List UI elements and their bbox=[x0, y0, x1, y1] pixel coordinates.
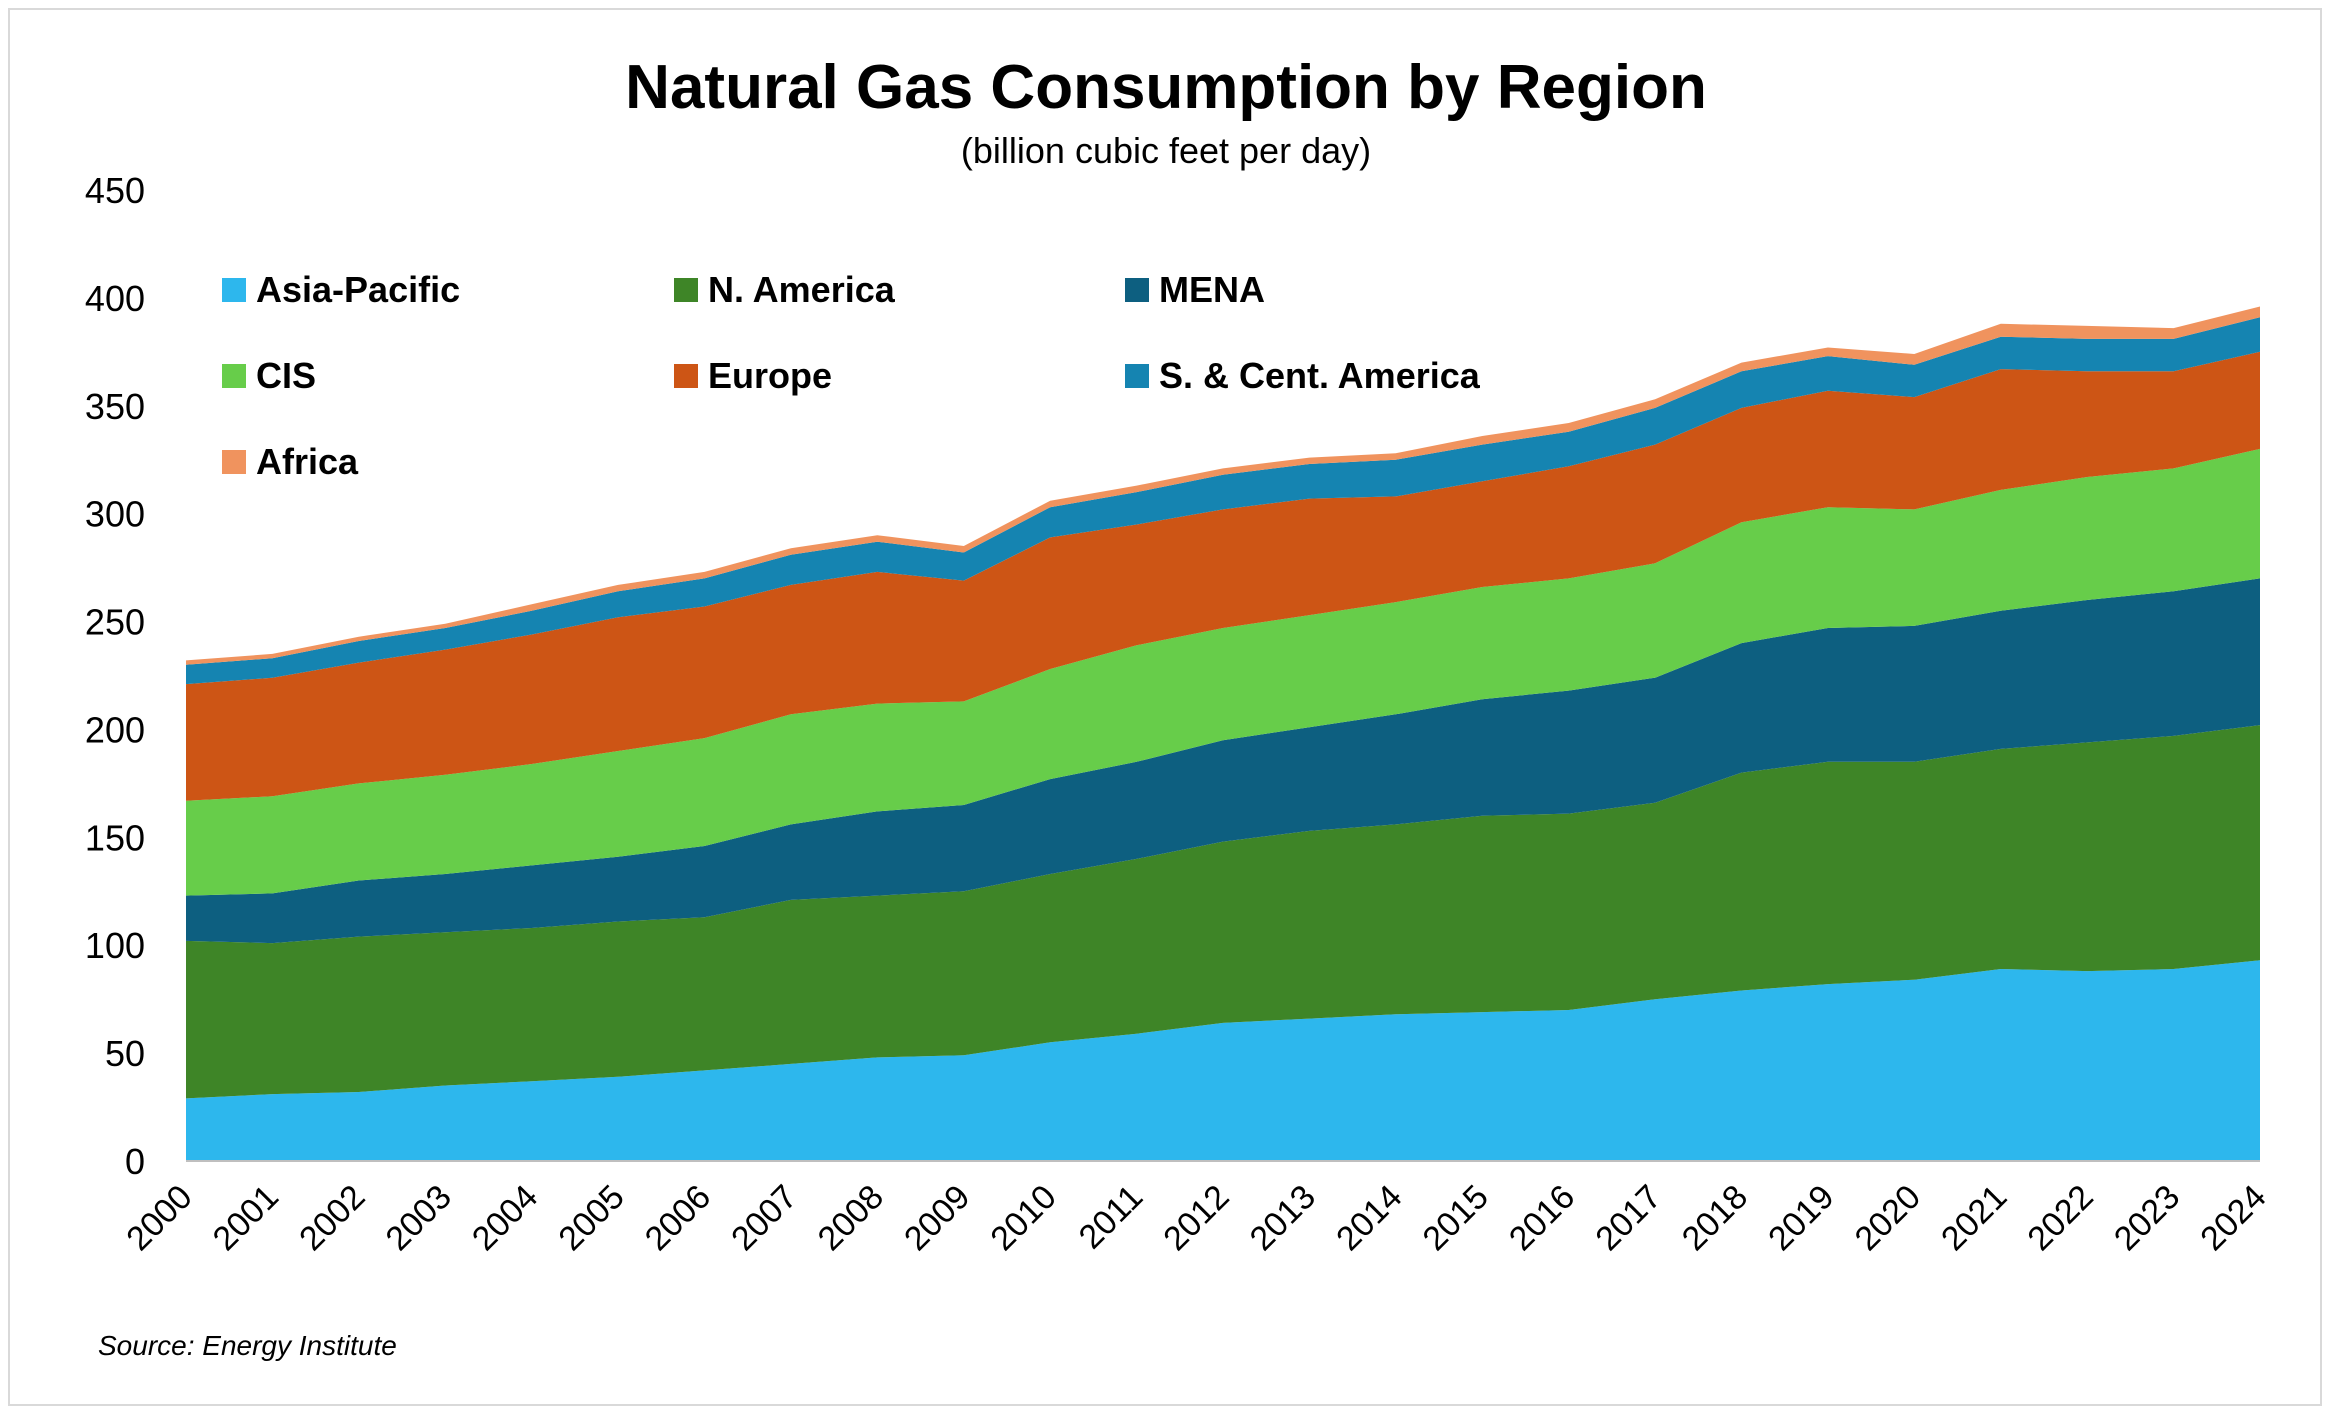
x-tick-label: 2009 bbox=[897, 1178, 977, 1258]
x-tick-label: 2002 bbox=[292, 1178, 372, 1258]
x-tick-label: 2010 bbox=[983, 1178, 1063, 1258]
y-tick-label: 250 bbox=[85, 602, 145, 643]
legend-swatch bbox=[674, 278, 698, 302]
y-tick-label: 50 bbox=[105, 1033, 145, 1074]
y-tick-label: 350 bbox=[85, 386, 145, 427]
legend-swatch bbox=[222, 450, 246, 474]
legend-item: CIS bbox=[222, 355, 317, 396]
x-tick-label: 2016 bbox=[1502, 1178, 1582, 1258]
area-series-asia-pacific bbox=[186, 960, 2260, 1161]
x-tick-label: 2017 bbox=[1588, 1178, 1668, 1258]
legend-label: S. & Cent. America bbox=[1159, 355, 1480, 396]
legend-swatch bbox=[222, 278, 246, 302]
x-tick-label: 2001 bbox=[206, 1178, 286, 1258]
y-tick-label: 150 bbox=[85, 817, 145, 858]
x-tick-label: 2006 bbox=[638, 1178, 718, 1258]
area-series-europe bbox=[186, 351, 2260, 801]
legend-label: Europe bbox=[708, 355, 833, 396]
area-series-cis bbox=[186, 448, 2260, 896]
x-tick-label: 2020 bbox=[1848, 1178, 1928, 1258]
area-series-n-america bbox=[186, 725, 2260, 1099]
area-series-s-cent-america bbox=[186, 317, 2260, 685]
legend-swatch bbox=[1125, 364, 1149, 388]
x-tick-label: 2019 bbox=[1761, 1178, 1841, 1258]
x-tick-label: 2013 bbox=[1243, 1178, 1323, 1258]
legend-swatch bbox=[1125, 278, 1149, 302]
legend-label: N. America bbox=[708, 269, 895, 310]
y-tick-label: 300 bbox=[85, 494, 145, 535]
legend-item: Africa bbox=[222, 441, 359, 482]
y-tick-label: 200 bbox=[85, 709, 145, 750]
legend-item: S. & Cent. America bbox=[1125, 355, 1480, 396]
area-layer bbox=[186, 306, 2260, 1161]
legend-item: N. America bbox=[674, 269, 895, 310]
legend-label: MENA bbox=[1159, 269, 1265, 310]
x-tick-label: 2022 bbox=[2020, 1178, 2100, 1258]
x-tick-label: 2012 bbox=[1156, 1178, 1236, 1258]
legend-item: Europe bbox=[674, 355, 833, 396]
x-tick-label: 2004 bbox=[465, 1178, 545, 1258]
x-tick-label: 2015 bbox=[1416, 1178, 1496, 1258]
y-tick-label: 100 bbox=[85, 925, 145, 966]
legend-label: Asia-Pacific bbox=[256, 269, 461, 310]
x-tick-label: 2003 bbox=[379, 1178, 459, 1258]
area-series-mena bbox=[186, 578, 2260, 944]
x-tick-label: 2011 bbox=[1072, 1178, 1151, 1257]
legend-label: CIS bbox=[256, 355, 317, 396]
x-tick-label: 2018 bbox=[1675, 1178, 1755, 1258]
source-note: Source: Energy Institute bbox=[98, 1330, 397, 1361]
y-tick-label: 400 bbox=[85, 278, 145, 319]
chart-subtitle: (billion cubic feet per day) bbox=[960, 130, 1372, 171]
legend-swatch bbox=[222, 364, 246, 388]
x-tick-label: 2007 bbox=[724, 1178, 804, 1258]
legend-label: Africa bbox=[256, 441, 359, 482]
x-tick-label: 2021 bbox=[1934, 1178, 2014, 1258]
legend-item: Asia-Pacific bbox=[222, 269, 461, 310]
chart-title: Natural Gas Consumption by Region bbox=[625, 53, 1707, 122]
x-tick-label: 2005 bbox=[551, 1178, 631, 1258]
x-tick-label: 2000 bbox=[119, 1178, 199, 1258]
legend-item: MENA bbox=[1125, 269, 1265, 310]
x-tick-label: 2008 bbox=[811, 1178, 891, 1258]
area-series-africa bbox=[186, 306, 2260, 665]
x-tick-label: 2024 bbox=[2193, 1178, 2273, 1258]
legend-swatch bbox=[674, 364, 698, 388]
x-tick-label: 2014 bbox=[1329, 1178, 1409, 1258]
y-tick-label: 0 bbox=[125, 1141, 145, 1182]
x-tick-label: 2023 bbox=[2107, 1178, 2187, 1258]
y-tick-label: 450 bbox=[85, 170, 145, 211]
